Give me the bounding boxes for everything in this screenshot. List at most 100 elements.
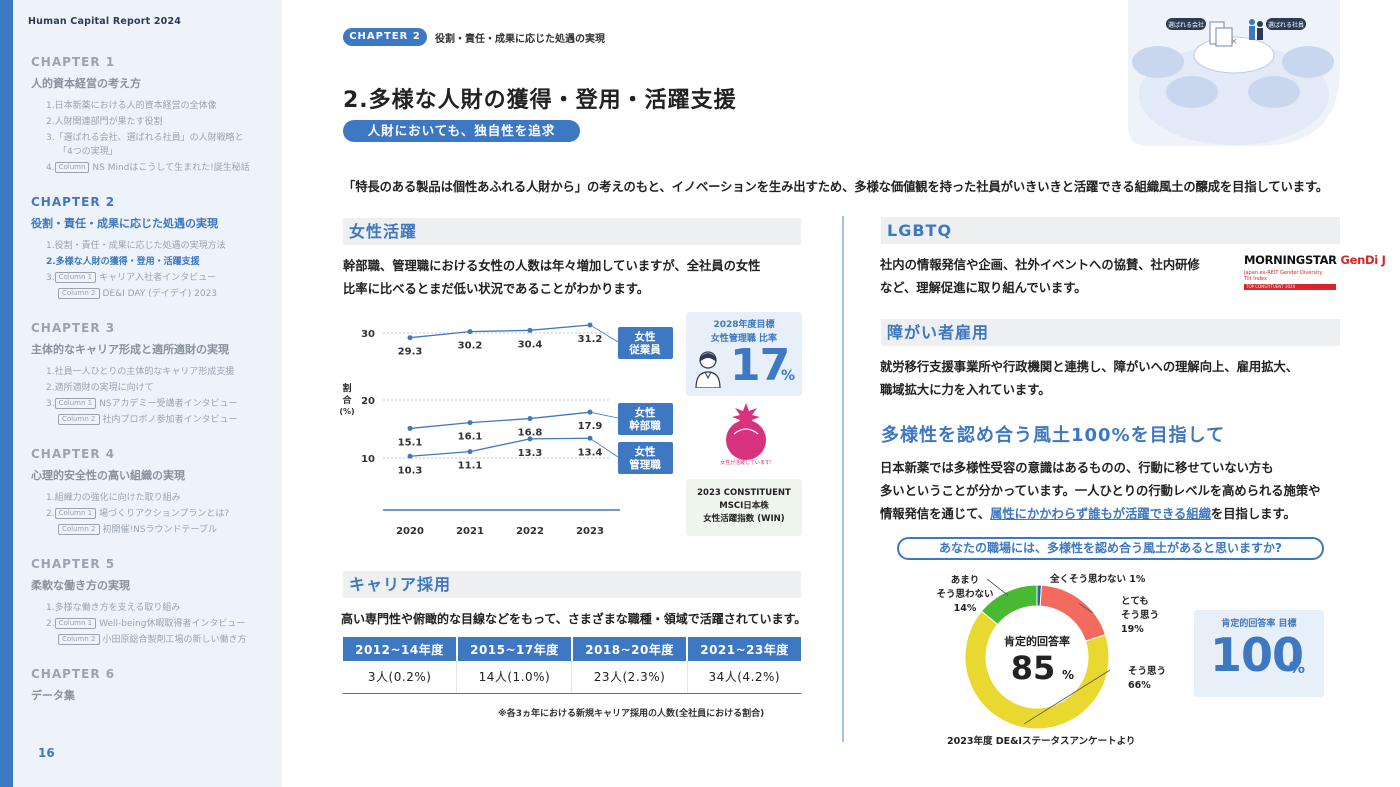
sidebar-item-label: 場づくりアクションプランとは? <box>99 509 230 519</box>
sidebar-item-label: キャリア入社者インタビュー <box>99 273 217 283</box>
diversity-text-line3: 情報発信を通じて、属性にかかわらず誰もが活躍できる組織を目指します。 <box>880 503 1296 526</box>
sidebar-item[interactable]: 3.「選ばれる会社、選ばれる社員」の人財戦略と <box>46 133 244 143</box>
msci-badge: 2023 CONSTITUENT MSCI日本株 女性活躍指数 (WIN) <box>686 479 802 536</box>
sidebar-item[interactable]: 4. Column NS Mindはこうして生まれた!誕生秘話 <box>46 160 250 173</box>
sidebar-item[interactable]: Column 2 初開催!NSラウンドテーブル <box>58 522 217 535</box>
sidebar-item[interactable]: 2.適所適財の実現に向けて <box>46 383 154 393</box>
sidebar-item[interactable]: Column 2 社内プロボノ参加者インタビュー <box>58 412 238 425</box>
legend-leader <box>589 411 619 419</box>
sidebar-item[interactable]: 1.日本新薬における人的資本経営の全体像 <box>46 101 217 111</box>
goal-value: 100 <box>1210 628 1304 682</box>
sidebar-chapter-3[interactable]: CHAPTER 3 <box>31 321 116 335</box>
women-seal-icon: 女性が活躍しています! <box>720 403 772 466</box>
column-tag: Column 2 <box>58 414 100 425</box>
goal-label: 肯定的回答率 目標 <box>1221 619 1297 629</box>
sidebar-item[interactable]: Column 2 DE&I DAY (デイデイ) 2023 <box>58 286 217 299</box>
sidebar-chapter-4[interactable]: CHAPTER 4 <box>31 447 116 461</box>
data-label: 16.8 <box>518 428 543 439</box>
sidebar-chapter-5-title[interactable]: 柔軟な働き方の実現 <box>31 579 130 592</box>
donut-leader <box>986 578 1009 596</box>
y-tick-label: 20 <box>361 396 375 407</box>
sidebar-item-label: DE&I DAY (デイデイ) 2023 <box>102 289 218 299</box>
legend-label: 女性 <box>635 445 656 458</box>
column-tag: Column 2 <box>58 288 100 299</box>
data-label: 11.1 <box>458 461 483 472</box>
sidebar-chapter-1-title[interactable]: 人的資本経営の考え方 <box>31 77 141 90</box>
data-point <box>587 409 593 415</box>
sidebar-chapter-6-title[interactable]: データ集 <box>31 689 75 702</box>
sidebar-chapter-4-title[interactable]: 心理的安全性の高い組織の実現 <box>31 469 185 482</box>
logo-brand: MORNINGSTAR GenDi J <box>1244 253 1386 267</box>
page-title: 2.多様な人財の獲得・登用・活躍支援 <box>343 88 737 113</box>
page-number: 16 <box>38 746 55 760</box>
msci-line3: 女性活躍指数 (WIN) <box>703 514 785 524</box>
sidebar-item[interactable]: 2. Column 1 Well-being休暇取得者インタビュー <box>46 616 245 629</box>
column-tag: Column 1 <box>54 618 97 629</box>
goal-unit: % <box>1289 658 1306 677</box>
column-tag: Column 1 <box>54 398 97 409</box>
diversity-text-line1: 日本新薬では多様性受容の意識はあるものの、行動に移せていない方も <box>880 461 1274 475</box>
sidebar-item[interactable]: 2.人財関連部門が果たす役割 <box>46 117 163 127</box>
target-line1: 2028年度目標 <box>713 320 775 330</box>
sidebar-item[interactable]: 1.多様な働き方を支える取り組み <box>46 603 181 613</box>
y-axis-label-2: 合 <box>342 394 352 406</box>
data-label: 30.2 <box>458 341 483 352</box>
sidebar-item-label: NS Mindはこうして生まれた!誕生秘話 <box>92 163 250 173</box>
sidebar-chapter-2-title[interactable]: 役割・責任・成果に応じた処遇の実現 <box>31 217 218 230</box>
data-point <box>407 453 413 459</box>
data-point <box>527 416 533 422</box>
donut-slice <box>964 610 1110 730</box>
x-tick-label: 2021 <box>456 526 484 537</box>
survey-source: 2023年度 DE&Iステータスアンケートより <box>947 736 1136 747</box>
sidebar-item[interactable]: 3. Column 1 NSアカデミー受講者インタビュー <box>46 396 238 409</box>
legend-box <box>618 403 673 435</box>
logo-small-3: TOP CONSTITUENT 2024 <box>1246 284 1296 289</box>
x-tick-label: 2022 <box>516 526 544 537</box>
donut-center-unit: % <box>1062 668 1074 682</box>
person-icon <box>695 351 721 388</box>
sidebar-chapter-3-title[interactable]: 主体的なキャリア形成と適所適財の実現 <box>31 343 229 356</box>
sidebar-item[interactable]: 1.役割・責任・成果に応じた処遇の実現方法 <box>46 241 226 251</box>
sidebar-item-number: 3. <box>46 399 55 409</box>
table-cell: 34人(4.2%) <box>687 661 801 694</box>
sidebar-item-label: 小田原総合製剤工場の新しい働き方 <box>102 635 247 645</box>
y-tick-label: 30 <box>361 329 375 340</box>
data-point <box>407 335 413 341</box>
hero-illustration: × 選ばれる会社 選ばれる社員 <box>1128 0 1340 146</box>
sidebar-item[interactable]: 1.社員一人ひとりの主体的なキャリア形成支援 <box>46 367 235 377</box>
data-point <box>587 322 593 328</box>
data-label: 13.4 <box>578 447 603 458</box>
data-label: 31.2 <box>578 334 603 345</box>
table-header: 2018~20年度 <box>571 637 689 661</box>
data-label: 16.1 <box>458 432 483 443</box>
sidebar-chapter-1[interactable]: CHAPTER 1 <box>31 55 116 69</box>
sidebar-item-label: 初開催!NSラウンドテーブル <box>102 525 218 535</box>
sidebar-item-number: 3. <box>46 273 55 283</box>
sidebar-chapter-6[interactable]: CHAPTER 6 <box>31 667 116 681</box>
sidebar-chapter-5[interactable]: CHAPTER 5 <box>31 557 116 571</box>
sidebar-item[interactable]: 1.組織力の強化に向けた取り組み <box>46 493 181 503</box>
seal-text: 女性が活躍しています! <box>720 459 772 466</box>
sidebar-item[interactable]: Column 2 小田原総合製剤工場の新しい働き方 <box>58 632 247 645</box>
logo-small-text: Japan ex-REIT Gender Diversity Tilt Index <box>1244 270 1336 282</box>
series-line <box>409 437 591 457</box>
sidebar-item[interactable]: 「4つの実現」 <box>58 147 118 157</box>
sidebar-item-current[interactable]: 2.多様な人財の獲得・登用・活躍支援 <box>46 257 200 267</box>
sidebar-item-number: 2. <box>46 619 55 629</box>
target-box: 2028年度目標 女性管理職 比率 17 % <box>686 312 802 396</box>
y-axis-label-3: (%) <box>339 407 354 416</box>
subtitle-pill: 人財においても、独自性を追求 <box>343 120 580 142</box>
series-line <box>409 324 591 339</box>
data-label: 29.3 <box>398 347 423 358</box>
lgbtq-text-line2: など、理解促進に取り組んでいます。 <box>880 281 1087 295</box>
sidebar-chapter-2[interactable]: CHAPTER 2 <box>31 195 116 209</box>
sidebar-item[interactable]: 3. Column 1 キャリア入社者インタビュー <box>46 270 216 283</box>
sidebar-edge <box>0 0 13 787</box>
donut-slice-label: 全くそう思わない 1% <box>1049 573 1146 585</box>
data-point <box>527 436 533 442</box>
sidebar-item[interactable]: 2. Column 1 場づくりアクションプランとは? <box>46 506 229 519</box>
legend-leader <box>589 437 619 458</box>
column-tag: Column 1 <box>54 272 97 283</box>
legend-label: 従業員 <box>628 343 661 356</box>
legend-box <box>618 442 673 474</box>
